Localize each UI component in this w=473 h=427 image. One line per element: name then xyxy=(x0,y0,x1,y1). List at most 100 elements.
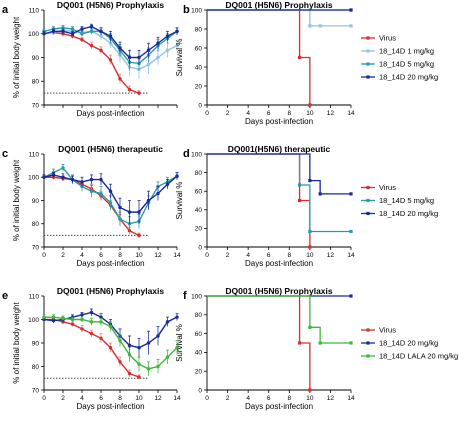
data-point xyxy=(99,177,103,182)
legend-label: 18_14D LALA 20 mg/kg xyxy=(379,352,458,361)
y-tick-label: 100 xyxy=(191,293,202,300)
x-tick-label: 8 xyxy=(118,395,122,402)
data-point xyxy=(308,229,312,234)
x-tick-label: 8 xyxy=(118,252,122,259)
data-point xyxy=(175,315,179,319)
series-line xyxy=(207,295,311,390)
panel-a: a DQ001 (H5N6) Prophylaxis 70 80 90 100 110 Day… xyxy=(2,0,179,118)
y-axis-label: Survival % xyxy=(175,182,184,220)
legend-marker xyxy=(366,198,370,203)
chart-title: DQ001(H5N6) therapeutic xyxy=(228,144,331,154)
series-line xyxy=(207,295,351,344)
y-tick-label: 80 xyxy=(32,79,40,86)
x-tick-label: 4 xyxy=(80,395,84,402)
x-tick-label: 6 xyxy=(99,395,103,402)
data-point xyxy=(51,29,56,34)
data-point xyxy=(108,346,113,350)
panel-letter: d xyxy=(183,148,190,160)
data-point xyxy=(80,32,84,36)
series-virus xyxy=(42,174,141,238)
data-point xyxy=(118,360,122,364)
y-tick-label: 80 xyxy=(195,170,203,177)
data-point xyxy=(165,320,170,324)
data-point xyxy=(308,245,312,249)
legend-marker xyxy=(366,62,370,66)
legend-label: Virus xyxy=(379,183,396,192)
x-axis-label: Days post-infection xyxy=(245,259,313,268)
y-tick-label: 100 xyxy=(191,151,202,158)
legend: Virus 18_14D 5 mg/kg 18_14D 20 mg/kg xyxy=(361,183,438,218)
y-axis-label: % of initial body weight xyxy=(12,302,21,384)
x-tick-label: 4 xyxy=(246,252,250,259)
y-tick-label: 70 xyxy=(32,102,40,109)
series-virus xyxy=(207,9,312,107)
y-tick-label: 70 xyxy=(32,387,40,394)
data-point xyxy=(318,341,322,345)
panel-letter: c xyxy=(2,148,8,160)
x-axis-label: Days post-infection xyxy=(245,117,313,126)
data-point xyxy=(118,217,122,221)
data-point xyxy=(146,198,151,203)
x-axis-label: Days post-infection xyxy=(76,402,144,411)
data-point xyxy=(146,48,151,53)
data-point xyxy=(118,77,122,81)
panel-letter: a xyxy=(2,4,9,16)
legend-label: 18_14D 20 mg/kg xyxy=(379,73,438,82)
y-tick-label: 40 xyxy=(195,64,203,71)
x-tick-label: 10 xyxy=(306,110,314,117)
panel-d: d DQ001(H5N6) therapeutic 0 20 40 60 80 100 0 2 4 6… xyxy=(175,144,438,268)
y-tick-label: 70 xyxy=(32,244,40,251)
series-18-14d-20-mg-kg xyxy=(207,153,353,196)
series-virus xyxy=(207,295,312,392)
data-point xyxy=(349,229,353,234)
series-18-14d-1-mg-kg xyxy=(207,9,353,28)
data-point xyxy=(127,210,132,214)
y-axis-label: Survival % xyxy=(175,324,184,362)
data-point xyxy=(297,183,302,187)
data-point xyxy=(99,336,103,340)
y-tick-label: 60 xyxy=(195,189,203,196)
x-tick-label: 14 xyxy=(173,252,181,259)
data-point xyxy=(349,24,353,28)
panel-letter: b xyxy=(183,4,190,16)
series-line xyxy=(207,9,351,27)
data-point xyxy=(297,55,302,60)
data-point xyxy=(127,343,132,348)
data-point xyxy=(175,43,179,48)
data-point xyxy=(308,325,312,329)
x-tick-label: 0 xyxy=(42,252,46,259)
x-tick-label: 10 xyxy=(306,395,314,402)
data-point xyxy=(89,24,94,29)
legend-marker xyxy=(366,36,370,40)
legend-marker xyxy=(366,341,370,345)
data-point xyxy=(61,175,65,179)
data-point xyxy=(108,324,113,329)
data-point xyxy=(318,192,322,196)
data-point xyxy=(308,24,312,28)
y-tick-label: 60 xyxy=(195,331,203,338)
y-tick-label: 100 xyxy=(28,175,39,182)
x-axis-label: Days post-infection xyxy=(245,402,313,411)
data-point xyxy=(165,34,170,38)
data-point xyxy=(89,43,94,48)
data-point xyxy=(146,341,151,345)
legend-label: 18_14D 5 mg/kg xyxy=(379,196,434,205)
legend-item: Virus xyxy=(361,326,396,335)
data-point xyxy=(42,315,46,319)
series-line xyxy=(207,153,351,195)
legend-label: Virus xyxy=(379,34,396,43)
legend-item: 18_14D 5 mg/kg xyxy=(361,196,434,205)
y-tick-label: 100 xyxy=(191,7,202,14)
y-tick-label: 0 xyxy=(198,102,202,109)
data-point xyxy=(156,55,160,60)
x-tick-label: 14 xyxy=(347,395,355,402)
data-point xyxy=(118,205,122,210)
x-tick-label: 2 xyxy=(61,395,65,402)
y-tick-label: 60 xyxy=(195,45,203,52)
legend-item: 18_14D 20 mg/kg xyxy=(361,209,438,218)
data-point xyxy=(146,62,151,67)
legend-item: Virus xyxy=(361,34,396,43)
chart-title: DQ001 (H5N6) Prophylaxis xyxy=(225,0,333,10)
data-point xyxy=(165,48,170,53)
data-point xyxy=(308,388,312,392)
